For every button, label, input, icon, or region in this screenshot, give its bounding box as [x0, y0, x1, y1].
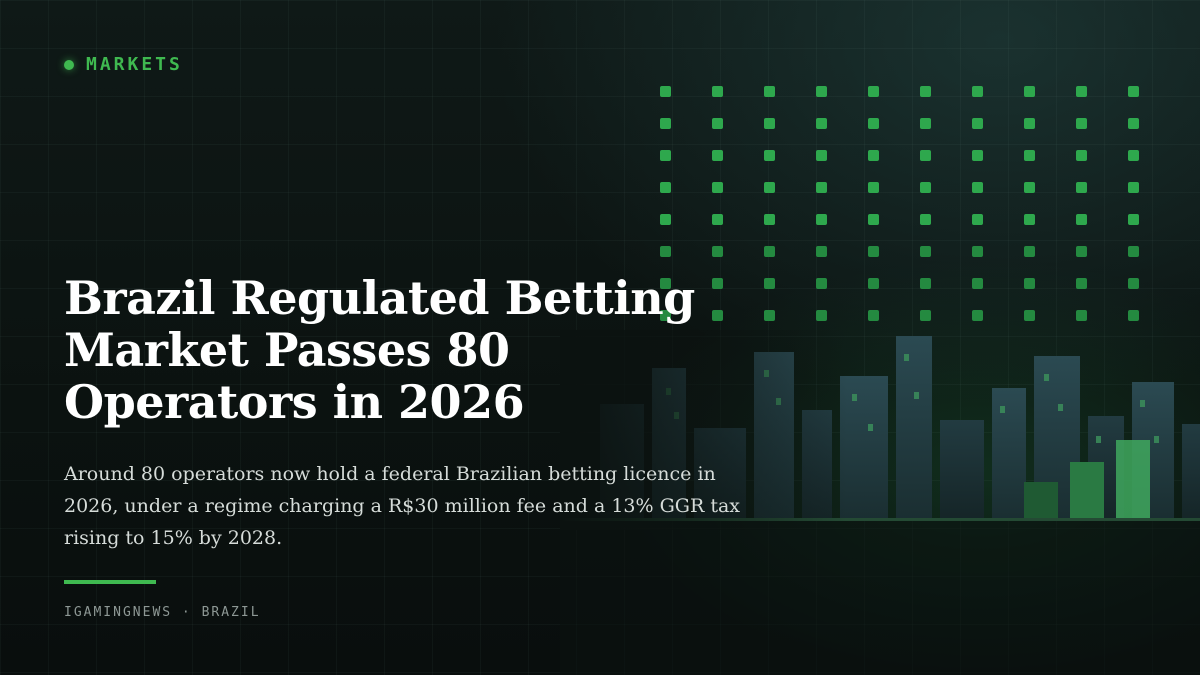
- matrix-dot: [712, 118, 723, 129]
- matrix-dot: [868, 310, 879, 321]
- byline: IGAMINGNEWS · BRAZIL: [64, 605, 261, 620]
- matrix-dot: [920, 278, 931, 289]
- matrix-dot: [1024, 246, 1035, 257]
- matrix-dot: [816, 86, 827, 97]
- matrix-dot: [764, 182, 775, 193]
- matrix-dot: [764, 86, 775, 97]
- matrix-dot: [712, 246, 723, 257]
- matrix-dot: [1024, 310, 1035, 321]
- summary-text: Around 80 operators now hold a federal B…: [64, 463, 740, 549]
- matrix-dot: [816, 214, 827, 225]
- matrix-dot: [660, 278, 671, 289]
- matrix-dot: [972, 150, 983, 161]
- matrix-dot: [920, 150, 931, 161]
- matrix-dot: [972, 118, 983, 129]
- matrix-dot: [1076, 310, 1087, 321]
- matrix-dot: [920, 118, 931, 129]
- matrix-dot: [816, 118, 827, 129]
- matrix-dot: [1076, 150, 1087, 161]
- matrix-dot: [712, 150, 723, 161]
- matrix-dot: [764, 150, 775, 161]
- matrix-dot: [972, 182, 983, 193]
- section-kicker: MARKETS: [64, 54, 183, 75]
- matrix-dot: [1024, 214, 1035, 225]
- matrix-dot: [868, 86, 879, 97]
- matrix-dot: [1128, 310, 1139, 321]
- matrix-dot: [1076, 214, 1087, 225]
- matrix-dot: [1024, 118, 1035, 129]
- live-dot-icon: [64, 59, 74, 70]
- matrix-dot: [764, 278, 775, 289]
- matrix-dot: [660, 182, 671, 193]
- matrix-dot: [1076, 278, 1087, 289]
- matrix-dot: [816, 278, 827, 289]
- matrix-dot: [712, 214, 723, 225]
- matrix-dot: [1024, 86, 1035, 97]
- matrix-dot: [972, 278, 983, 289]
- matrix-dot: [868, 214, 879, 225]
- matrix-dot: [1024, 182, 1035, 193]
- matrix-dot: [712, 310, 723, 321]
- matrix-dot: [920, 310, 931, 321]
- matrix-dot: [1024, 150, 1035, 161]
- matrix-dot: [920, 214, 931, 225]
- matrix-dot: [712, 182, 723, 193]
- matrix-dot: [764, 214, 775, 225]
- kicker-label: MARKETS: [86, 54, 183, 75]
- matrix-dot: [868, 246, 879, 257]
- matrix-dot: [816, 246, 827, 257]
- matrix-dot: [972, 86, 983, 97]
- matrix-dot: [1076, 118, 1087, 129]
- matrix-dot: [920, 86, 931, 97]
- matrix-dot: [868, 182, 879, 193]
- matrix-dot: [1128, 118, 1139, 129]
- matrix-dot: [972, 310, 983, 321]
- matrix-dot: [816, 150, 827, 161]
- matrix-dot: [1076, 86, 1087, 97]
- matrix-dot: [920, 246, 931, 257]
- matrix-dot: [1128, 150, 1139, 161]
- matrix-dot: [1128, 214, 1139, 225]
- matrix-dot: [868, 150, 879, 161]
- matrix-dot: [660, 310, 671, 321]
- matrix-dot: [660, 86, 671, 97]
- matrix-dot: [868, 118, 879, 129]
- matrix-dot: [1128, 182, 1139, 193]
- matrix-dot: [868, 278, 879, 289]
- matrix-dot: [660, 150, 671, 161]
- matrix-dot: [764, 118, 775, 129]
- matrix-dot: [816, 310, 827, 321]
- matrix-dot: [1076, 182, 1087, 193]
- matrix-dot: [764, 310, 775, 321]
- matrix-dot: [1128, 86, 1139, 97]
- accent-divider: [64, 580, 156, 584]
- matrix-dot: [660, 246, 671, 257]
- matrix-dot: [1128, 278, 1139, 289]
- matrix-dot: [920, 182, 931, 193]
- matrix-dot: [712, 278, 723, 289]
- matrix-dot: [816, 182, 827, 193]
- matrix-dot: [1024, 278, 1035, 289]
- matrix-dot: [1076, 246, 1087, 257]
- dot-matrix-icon: [660, 86, 1139, 321]
- matrix-dot: [972, 246, 983, 257]
- matrix-dot: [660, 118, 671, 129]
- matrix-dot: [1128, 246, 1139, 257]
- matrix-dot: [660, 214, 671, 225]
- matrix-dot: [764, 246, 775, 257]
- matrix-dot: [972, 214, 983, 225]
- headline: Brazil Regulated Betting Market Passes 8…: [64, 271, 695, 429]
- matrix-dot: [712, 86, 723, 97]
